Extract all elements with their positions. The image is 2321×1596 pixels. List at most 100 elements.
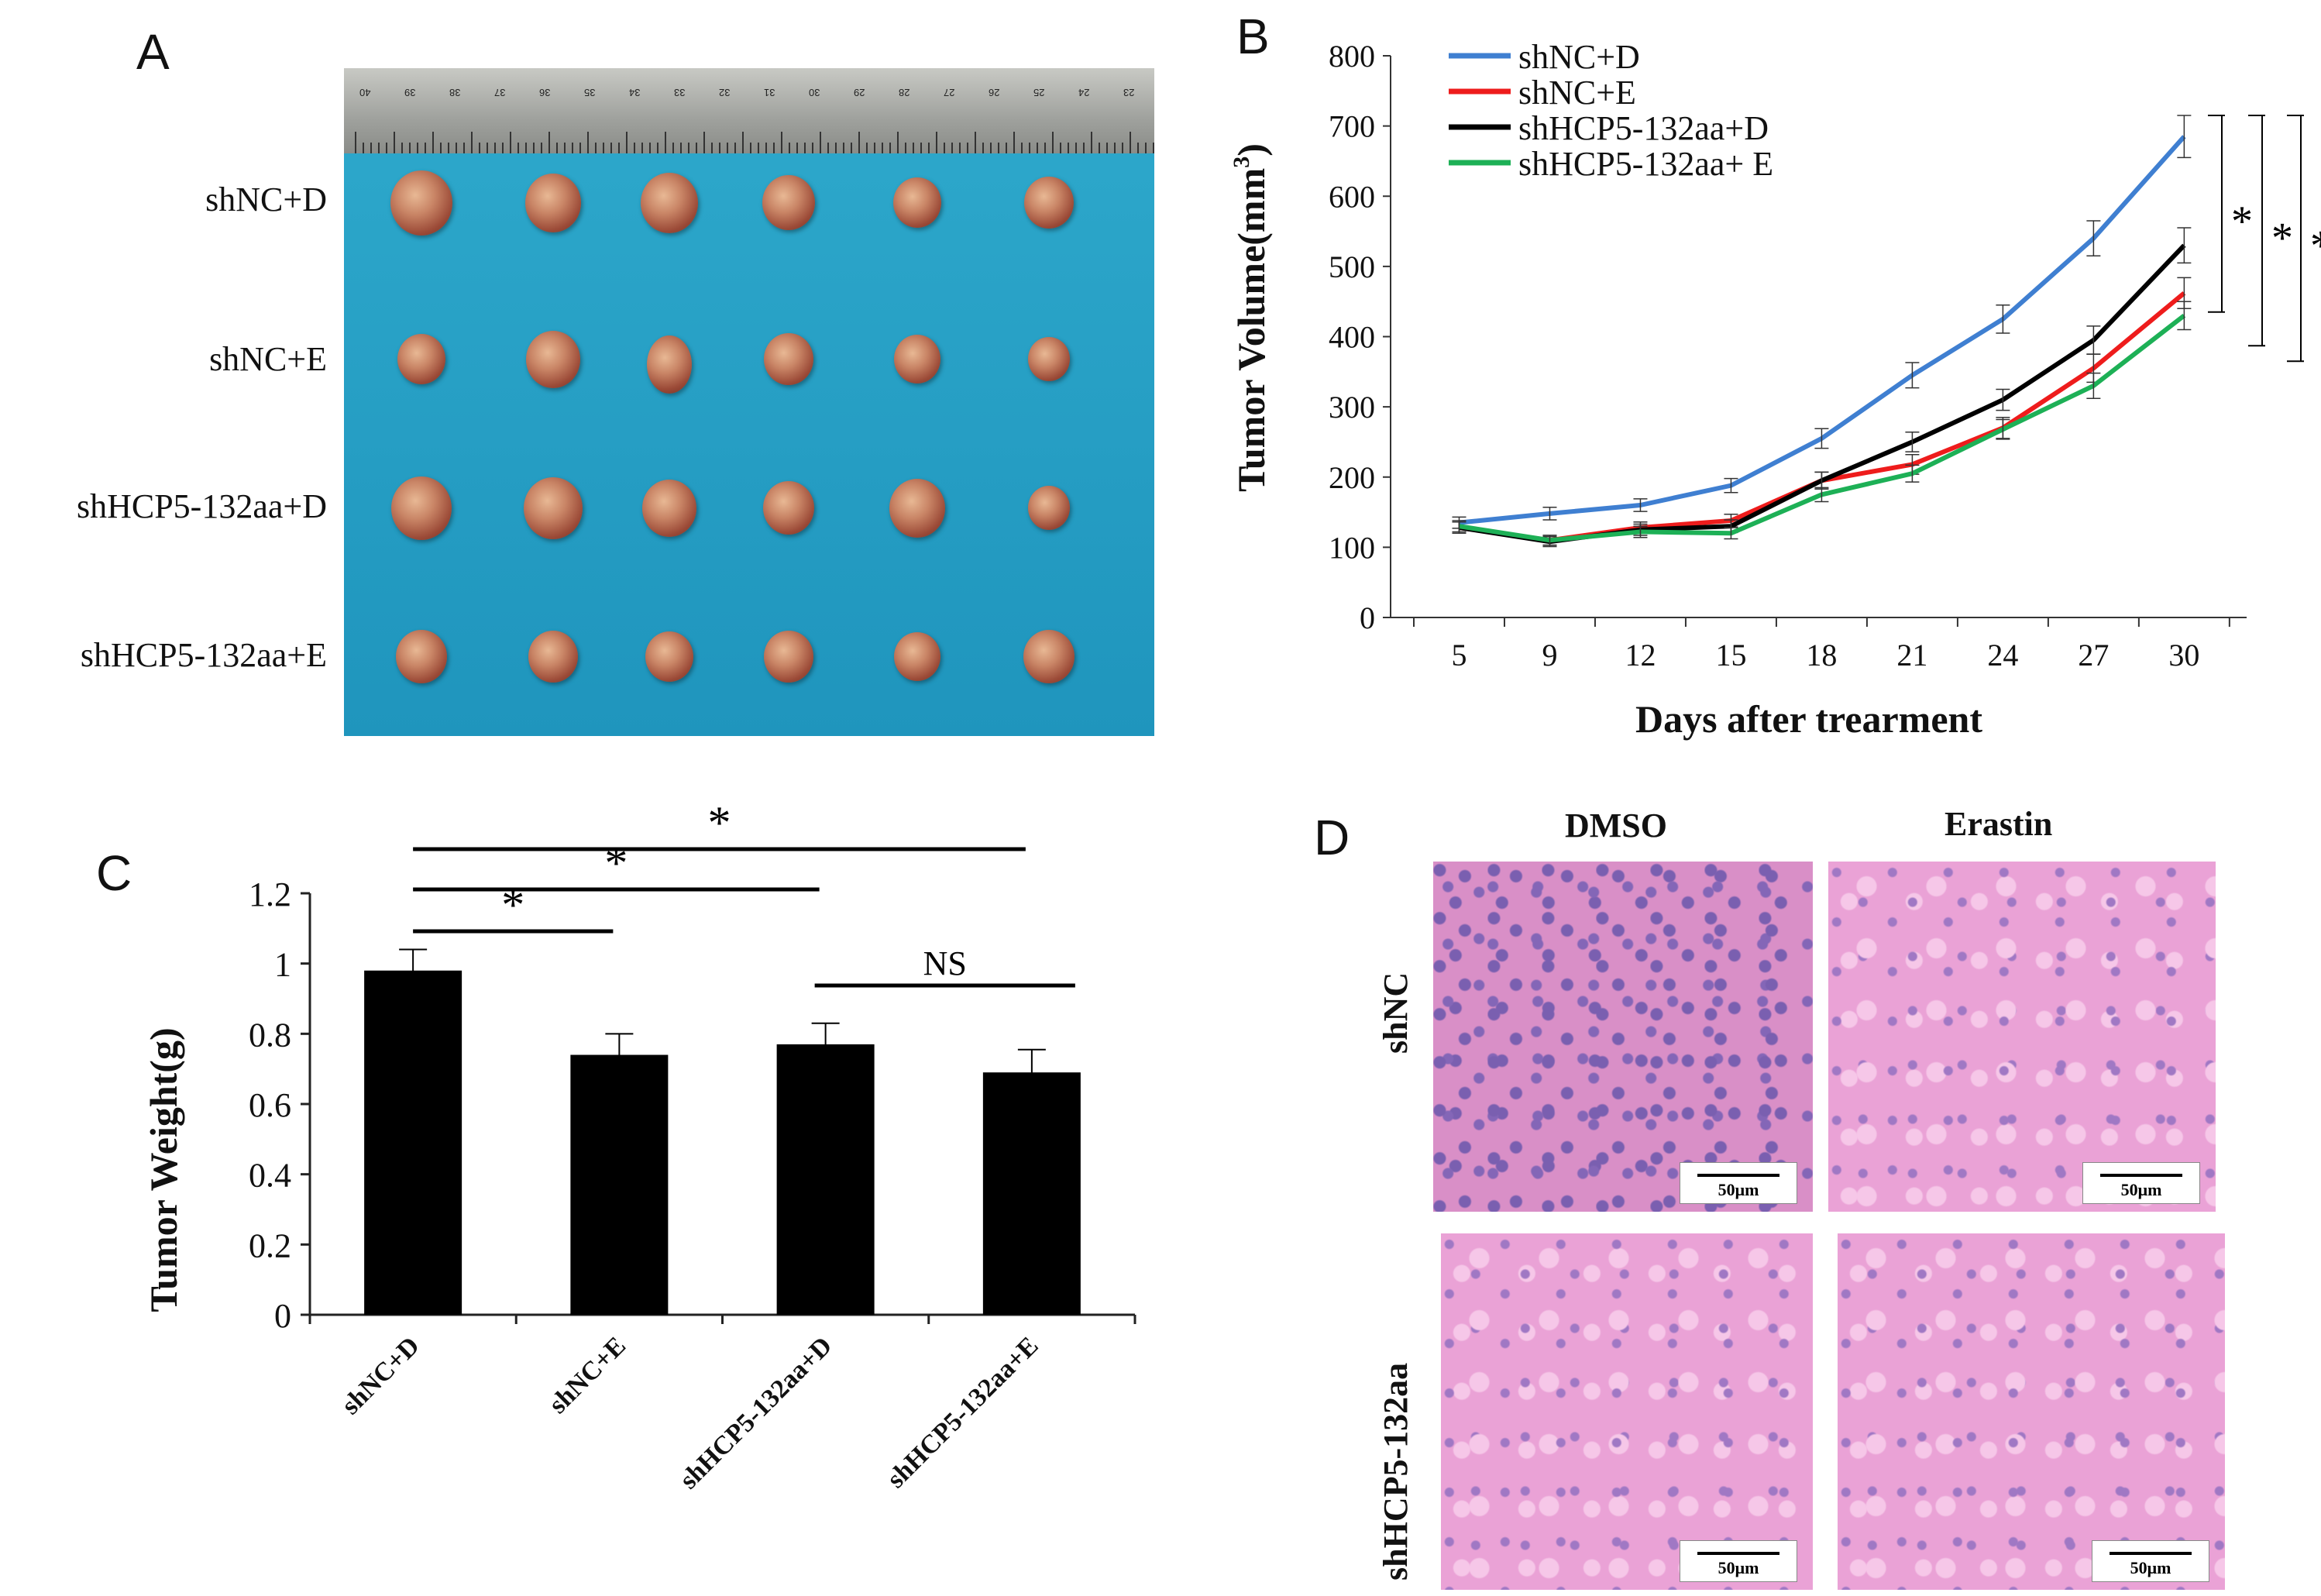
tumor-sample [894, 632, 940, 681]
tumor-sample [1024, 177, 1074, 229]
y-tick-label: 300 [1329, 390, 1375, 425]
ruler-tick [734, 143, 736, 153]
ruler-tick [1052, 132, 1054, 153]
ruler-tick [820, 132, 821, 153]
tumor-sample [645, 631, 693, 683]
x-tick-label: 15 [1715, 638, 1746, 672]
ruler-tick [703, 132, 705, 153]
x-tick-label: 27 [2078, 638, 2109, 672]
y-axis-label-sup: 3 [1229, 157, 1254, 168]
ruler-tick [982, 143, 984, 153]
tumor-sample [647, 335, 692, 394]
ruler-number: 24 [1078, 87, 1090, 98]
ruler-number: 35 [584, 87, 596, 98]
significance-label: * [2231, 198, 2253, 246]
error-bar [1017, 1048, 1046, 1096]
ruler-tick [456, 143, 457, 153]
x-tick-label: 24 [1987, 638, 2018, 672]
bar [364, 970, 462, 1315]
ruler-tick [835, 143, 837, 153]
ruler-tick [975, 132, 976, 153]
error-bar [1996, 388, 2010, 411]
legend: shNC+DshNC+EshHCP5-132aa+DshHCP5-132aa+ … [1449, 38, 1773, 183]
ruler-tick [510, 132, 511, 153]
ruler-tick [626, 132, 628, 153]
legend-label: shHCP5-132aa+D [1518, 109, 1769, 147]
ruler-tick [796, 143, 798, 153]
y-tick-label: 0 [1360, 600, 1375, 635]
error-bar [605, 1033, 634, 1076]
series-layer [1452, 115, 2192, 548]
histology-shhcp5-dmso: 50μm [1441, 1233, 1813, 1590]
ruler-tick [1060, 143, 1061, 153]
ruler-tick [1037, 143, 1038, 153]
ruler-number: 27 [944, 87, 955, 98]
ruler-tick [479, 143, 480, 153]
y-tick-label: 700 [1329, 109, 1375, 144]
ruler-tick [998, 143, 999, 153]
ruler-tick [1153, 143, 1154, 153]
ruler-tick [641, 143, 643, 153]
ruler-tick [417, 143, 418, 153]
ruler-tick [758, 143, 759, 153]
error-bar [1633, 498, 1648, 512]
ruler-tick [386, 143, 387, 153]
error-bar [1633, 525, 1648, 538]
ruler-number: 37 [494, 87, 506, 98]
ruler-tick [425, 143, 426, 153]
bars-layer [364, 948, 1081, 1315]
ruler-number: 31 [764, 87, 775, 98]
line-chart: 0 100 200 300 400 500 600 700 800 5 9 12 15 18 21 24 27 3… [1229, 38, 2321, 741]
ruler-tick [905, 143, 906, 153]
series-line [1459, 291, 2186, 543]
tumor-sample [528, 631, 578, 683]
y-axis-label-text: Tumor Volume(mm [1229, 168, 1273, 492]
scale-bar: 50μm [2092, 1540, 2209, 1582]
ruler-number: 30 [809, 87, 820, 98]
ruler-tick [1091, 132, 1092, 153]
ruler-tick [1021, 143, 1023, 153]
ruler-tick [742, 132, 744, 153]
significance-label: * [708, 797, 731, 848]
ruler-tick [812, 143, 813, 153]
tumor-sample [526, 331, 580, 388]
ruler-tick [882, 143, 883, 153]
ruler-tick [843, 143, 844, 153]
ruler-tick [649, 143, 651, 153]
ruler-tick [440, 143, 442, 153]
tumor-sample [889, 479, 945, 538]
panel-d-letter: D [1314, 810, 1350, 865]
ruler-tick [804, 143, 806, 153]
panel-a-letter: A [136, 24, 170, 80]
ruler-number: 39 [404, 87, 416, 98]
y-tick-label: 0.4 [249, 1157, 291, 1195]
ruler-tick [610, 143, 612, 153]
ruler-tick [866, 143, 868, 153]
tumor-sample [1028, 486, 1070, 530]
ruler-tick [1006, 143, 1007, 153]
ruler-tick [595, 143, 597, 153]
error-bar [1452, 520, 1467, 533]
significance-layer: * * * [2208, 115, 2321, 363]
error-bar [1996, 304, 2010, 334]
y-tick-label: 200 [1329, 460, 1375, 495]
ruler-tick [487, 143, 488, 153]
scale-bar: 50μm [1680, 1540, 1797, 1582]
ruler-tick [1075, 143, 1077, 153]
error-bar [2177, 115, 2192, 159]
ruler-number: 29 [854, 87, 865, 98]
y-tick-label: 0.6 [249, 1086, 291, 1124]
ruler-tick [448, 143, 449, 153]
ruler-tick [990, 143, 992, 153]
error-bar [1905, 432, 1920, 452]
panel-c-letter: C [96, 845, 132, 901]
significance-bracket: * [413, 797, 1026, 851]
x-tick-label: 18 [1806, 638, 1837, 672]
tumor-sample [390, 170, 452, 236]
ruler-tick [913, 143, 914, 153]
ruler-tick [1099, 143, 1100, 153]
row-label-shhcp5-e: shHCP5-132aa+E [80, 636, 327, 674]
ruler-tick [1068, 143, 1069, 153]
ruler-tick [789, 143, 790, 153]
ruler-tick [579, 143, 581, 153]
